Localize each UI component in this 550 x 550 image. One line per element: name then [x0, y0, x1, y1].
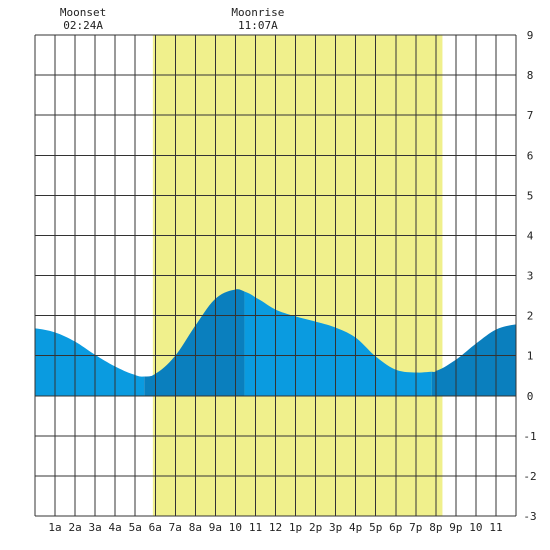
x-tick-label: 2a	[68, 521, 81, 534]
x-tick-label: 6a	[149, 521, 162, 534]
y-tick-label: -2	[523, 470, 536, 483]
x-tick-label: 4a	[109, 521, 122, 534]
y-tick-label: -1	[523, 430, 536, 443]
y-tick-label: 3	[527, 270, 534, 283]
x-tick-label: 12	[269, 521, 282, 534]
x-tick-label: 5a	[129, 521, 142, 534]
x-tick-label: 11	[249, 521, 262, 534]
y-tick-label: 1	[527, 350, 534, 363]
y-tick-label: 9	[527, 29, 534, 42]
y-tick-label: 8	[527, 69, 534, 82]
x-tick-label: 8p	[429, 521, 442, 534]
x-tick-label: 4p	[349, 521, 362, 534]
y-tick-label: 6	[527, 149, 534, 162]
y-tick-label: 5	[527, 189, 534, 202]
event-label: Moonset	[60, 6, 106, 19]
x-tick-label: 1p	[289, 521, 302, 534]
x-tick-label: 8a	[189, 521, 202, 534]
y-tick-label: -3	[523, 510, 536, 523]
x-tick-label: 9a	[209, 521, 222, 534]
x-tick-label: 5p	[369, 521, 382, 534]
x-tick-label: 10	[229, 521, 242, 534]
x-tick-label: 10	[469, 521, 482, 534]
y-tick-label: 4	[527, 229, 534, 242]
x-tick-label: 1a	[48, 521, 61, 534]
x-tick-label: 7a	[169, 521, 182, 534]
x-tick-label: 2p	[309, 521, 322, 534]
x-tick-label: 3a	[89, 521, 102, 534]
event-label: Moonrise	[231, 6, 284, 19]
x-tick-label: 6p	[389, 521, 402, 534]
y-tick-label: 2	[527, 310, 534, 323]
y-tick-label: 7	[527, 109, 534, 122]
event-time: 02:24A	[63, 19, 103, 32]
x-tick-label: 3p	[329, 521, 342, 534]
event-time: 11:07A	[238, 19, 278, 32]
tide-area-segment-4-rising	[431, 324, 516, 396]
x-tick-label: 9p	[449, 521, 462, 534]
tide-area-segment-3-falling	[244, 291, 432, 396]
y-tick-label: 0	[527, 390, 534, 403]
x-tick-label: 11	[489, 521, 502, 534]
tide-area-segment-1-falling	[35, 328, 145, 396]
x-tick-label: 7p	[409, 521, 422, 534]
